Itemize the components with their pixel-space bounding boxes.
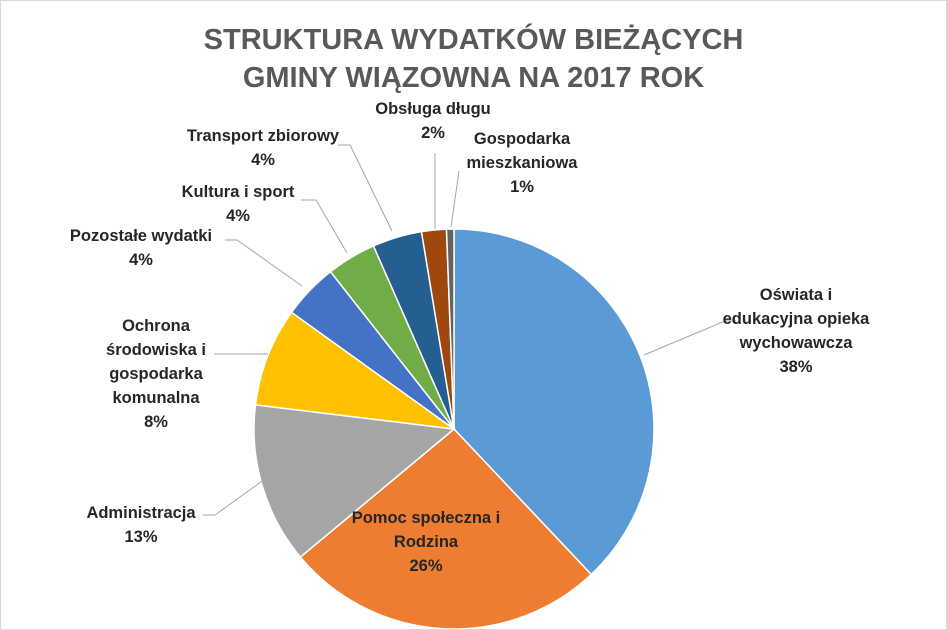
data-label-percent: 1% [510,178,534,196]
data-label-pozostale-wydatki: Pozostałe wydatki 4% [70,224,212,272]
data-label-kultura-i-sport: Kultura i sport 4% [182,180,295,228]
data-label-percent: 4% [251,151,275,169]
data-label-category: Pomoc społeczna i Rodzina [351,509,501,551]
pie-slice-administracja [253,404,456,559]
data-label-category: Kultura i sport [181,183,295,201]
data-label-pomoc-spoleczna-i-rodzina: Pomoc społeczna i Rodzina 26% [352,506,501,578]
chart-title: STRUKTURA WYDATKÓW BIEŻĄCYCH GMINY WIĄZO… [203,24,744,94]
data-label-transport-zbiorowy: Transport zbiorowy 4% [187,124,339,172]
leader-line-administracja [203,473,273,516]
data-label-category: Oświata i edukacyjna opieka wychowawcza [722,286,870,352]
leader-line-kultura-i-sport [301,199,348,254]
pie-slice-oswiata-i-edukacyjna-opieka-wychowawcza [453,228,655,576]
data-label-category: Gospodarka mieszkaniowa [466,130,578,172]
data-label-percent: 26% [409,557,443,575]
data-label-category: Pozostałe wydatki [69,227,213,245]
data-label-category: Obsługa długu [375,100,491,118]
data-label-percent: 4% [129,251,153,269]
data-label-category: Ochrona środowiska i gospodarka komunaln… [106,317,206,407]
data-label-percent: 8% [144,413,168,431]
data-label-administracja: Administracja 13% [86,501,195,549]
pie-slice-gospodarka-mieszkaniowa [445,228,455,430]
data-label-percent: 2% [421,124,445,142]
data-label-percent: 13% [124,528,158,546]
data-label-percent: 4% [226,207,250,225]
pie-slice-pomoc-spoleczna-i-rodzina [299,427,593,629]
leader-line-pozostale-wydatki [225,239,303,287]
data-label-gospodarka-mieszkaniowa: Gospodarka mieszkaniowa 1% [467,127,578,199]
data-label-category: Transport zbiorowy [186,127,340,145]
pie-slice-ochrona-srodowiska-i-gospodarka-komunalna [254,311,455,430]
leader-line-gospodarka-mieszkaniowa [450,170,460,228]
leader-line-transport-zbiorowy [338,144,393,232]
data-label-percent: 38% [779,358,813,376]
data-label-category: Administracja [86,504,196,522]
data-label-ochrona-srodowiska-i-gospodarka-komunalna: Ochrona środowiska i gospodarka komunaln… [106,314,206,434]
leader-line-oswiata-i-edukacyjna-opieka-wychowawcza [643,320,736,356]
data-label-obsluga-dlugu: Obsługa długu 2% [375,97,491,145]
data-label-oswiata-i-edukacyjna-opieka-wychowawcza: Oświata i edukacyjna opieka wychowawcza 3… [723,283,870,379]
